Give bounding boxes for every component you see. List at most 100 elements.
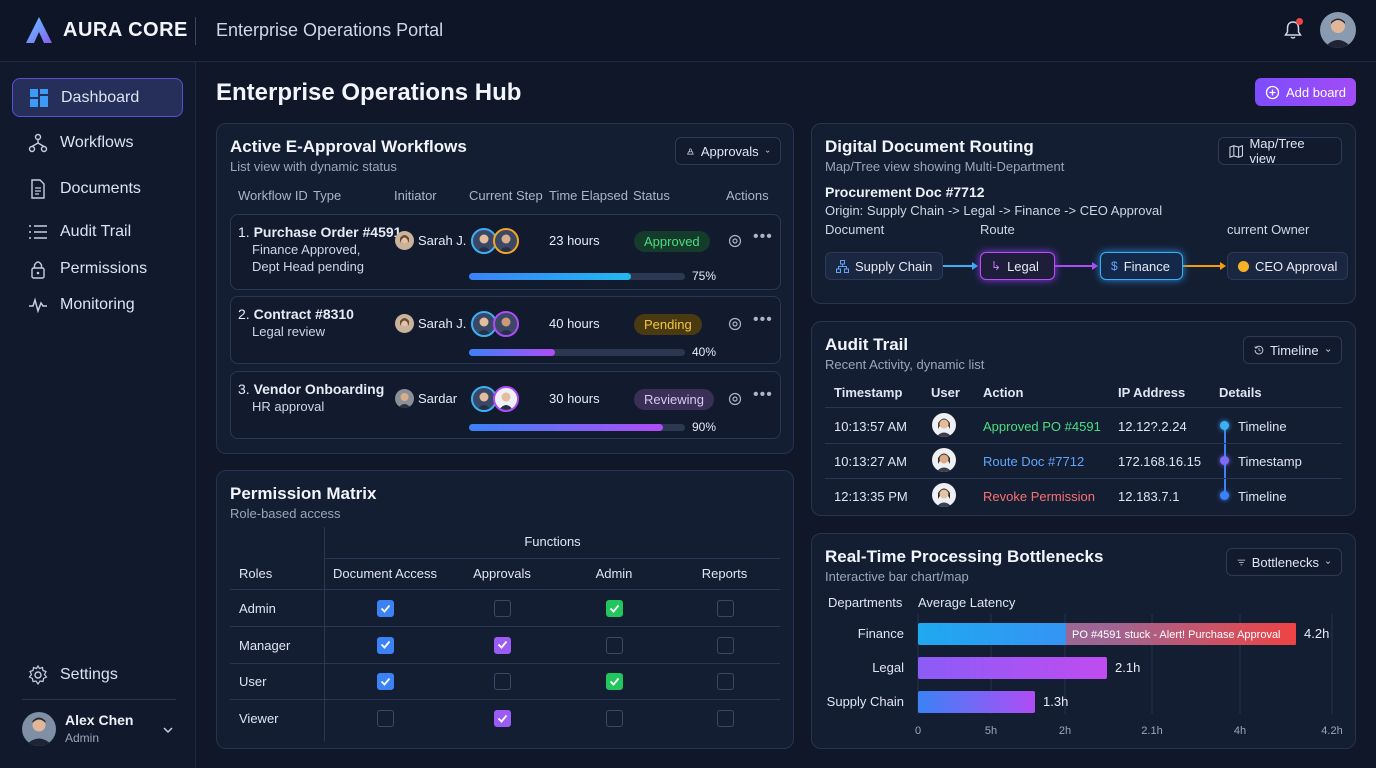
- workflows-card: Active E-Approval Workflows List view wi…: [216, 123, 794, 454]
- x-tick-label: 2.1h: [1141, 725, 1162, 737]
- permission-row: User: [217, 663, 795, 701]
- route-node-ceo-approval[interactable]: CEO Approval: [1227, 252, 1349, 280]
- chevron-down-icon: [765, 149, 770, 153]
- permission-checkbox[interactable]: [606, 600, 623, 617]
- permission-checkbox[interactable]: [494, 673, 511, 691]
- timeline-view-button[interactable]: Timeline: [1243, 336, 1342, 364]
- audit-details: Timestamp: [1238, 454, 1302, 469]
- user-avatar[interactable]: [22, 712, 56, 746]
- permission-checkbox[interactable]: [717, 673, 734, 691]
- dollar-icon: $: [1111, 259, 1118, 273]
- card-title: Audit Trail: [825, 335, 909, 354]
- bottleneck-bar-chart[interactable]: 0 5h 2h 2.1h 4h 4.2h Finance 4.2h PO #4591 stuck…: [812, 614, 1357, 744]
- progress-label: 75%: [692, 269, 717, 283]
- gear-icon: [28, 665, 48, 685]
- column-header: Average Latency: [918, 595, 1016, 610]
- value-label: 4.2h: [1304, 626, 1329, 641]
- more-options-icon[interactable]: •••: [753, 386, 773, 403]
- settings-action-icon[interactable]: [728, 317, 742, 331]
- audit-row[interactable]: 12:13:35 PM Revoke Permission 12.183.7.1 Ti…: [812, 478, 1357, 513]
- function-header: Reports: [701, 566, 748, 581]
- notification-bell-icon[interactable]: [1282, 18, 1304, 41]
- permission-row: Admin: [217, 590, 795, 627]
- permission-checkbox[interactable]: [717, 710, 734, 728]
- add-board-button[interactable]: Add board: [1255, 78, 1356, 106]
- more-options-icon[interactable]: •••: [753, 228, 773, 245]
- workflow-desc: Finance Approved,: [252, 242, 361, 257]
- initiator-avatar: [395, 314, 414, 333]
- sidebar-item-label: Monitoring: [60, 296, 135, 313]
- permission-checkbox[interactable]: [606, 710, 623, 728]
- progress-track: [469, 273, 685, 280]
- x-tick-label: 0: [915, 725, 921, 737]
- permission-checkbox[interactable]: [494, 710, 511, 728]
- sidebar-item-documents[interactable]: Documents: [12, 170, 183, 208]
- audit-row[interactable]: 10:13:57 AM Approved PO #4591 12.12?.2.24 T…: [812, 408, 1357, 444]
- column-header: User: [931, 385, 960, 400]
- permission-checkbox[interactable]: [494, 600, 511, 617]
- document-icon: [31, 179, 45, 199]
- function-header: Approvals: [473, 566, 531, 581]
- map-tree-view-button[interactable]: Map/Tree view: [1218, 136, 1342, 166]
- route-node-finance[interactable]: $ Finance: [1100, 252, 1183, 280]
- permission-checkbox[interactable]: [377, 636, 394, 654]
- sidebar-item-monitoring[interactable]: Monitoring: [12, 286, 183, 324]
- sidebar-item-workflows[interactable]: Workflows: [12, 124, 183, 162]
- workflow-row[interactable]: 2. Contract #8310 Legal review Sarah J. …: [230, 296, 781, 364]
- sidebar-item-dashboard[interactable]: Dashboard: [12, 78, 183, 117]
- bar-supply-chain[interactable]: [918, 691, 1035, 713]
- progress-track: [469, 349, 685, 356]
- audit-user-avatar: [932, 483, 956, 507]
- permission-row: Manager: [217, 627, 795, 664]
- approver-avatar: [493, 311, 519, 337]
- sidebar-item-audit-trail[interactable]: Audit Trail: [12, 213, 183, 251]
- more-options-icon[interactable]: •••: [753, 311, 773, 328]
- permission-checkbox[interactable]: [717, 636, 734, 654]
- node-label: Finance: [1123, 258, 1170, 274]
- permission-checkbox[interactable]: [606, 673, 623, 691]
- audit-timestamp: 10:13:57 AM: [834, 419, 907, 434]
- permission-checkbox[interactable]: [377, 710, 394, 728]
- sidebar-item-settings[interactable]: Settings: [12, 656, 183, 694]
- workflow-desc: HR approval: [252, 399, 325, 414]
- card-subtitle: List view with dynamic status: [230, 159, 397, 174]
- timeline-dot: [1220, 456, 1229, 465]
- bottlenecks-view-button[interactable]: Bottlenecks: [1226, 548, 1342, 576]
- permission-checkbox[interactable]: [494, 636, 511, 654]
- bar-legal[interactable]: [918, 657, 1107, 679]
- approval-hand-icon: [687, 147, 694, 155]
- workflow-row[interactable]: 1. Purchase Order #4591 Finance Approved…: [230, 214, 781, 290]
- progress-track: [469, 424, 685, 431]
- audit-action: Revoke Permission: [983, 489, 1095, 504]
- workflow-row[interactable]: 3. Vendor Onboarding HR approval Sardar …: [230, 371, 781, 439]
- column-label: Document: [825, 222, 885, 237]
- route-node-legal[interactable]: ↳ Legal: [980, 252, 1055, 280]
- chevron-down-icon[interactable]: [162, 724, 174, 736]
- route-node-supply-chain[interactable]: Supply Chain: [825, 252, 944, 280]
- user-avatar[interactable]: [1320, 12, 1356, 48]
- divider: [230, 699, 780, 701]
- row-number: 2.: [238, 306, 250, 322]
- category-label: Supply Chain: [827, 694, 904, 709]
- permission-checkbox[interactable]: [717, 600, 734, 617]
- timeline-dot: [1220, 491, 1229, 500]
- sidebar-item-label: Settings: [60, 666, 118, 683]
- approvals-filter-button[interactable]: Approvals: [675, 137, 781, 165]
- settings-action-icon[interactable]: [728, 392, 742, 406]
- permission-checkbox[interactable]: [606, 636, 623, 654]
- audit-row[interactable]: 10:13:27 AM Route Doc #7712 172.168.16.15 T…: [812, 443, 1357, 479]
- role-label: Manager: [239, 637, 291, 653]
- permission-checkbox[interactable]: [377, 600, 394, 617]
- value-label: 1.3h: [1043, 694, 1068, 709]
- settings-action-icon[interactable]: [728, 234, 742, 248]
- bottlenecks-card: Real-Time Processing Bottlenecks Interac…: [811, 533, 1356, 749]
- filter-label: Approvals: [700, 143, 759, 159]
- workflow-name: Vendor Onboarding: [253, 381, 385, 397]
- sidebar-item-permissions[interactable]: Permissions: [12, 250, 183, 288]
- audit-list-icon: [29, 225, 47, 239]
- time-elapsed: 30 hours: [549, 391, 600, 406]
- history-icon: [1254, 345, 1264, 355]
- card-subtitle: Interactive bar chart/map: [825, 569, 969, 584]
- column-header: Actions: [726, 188, 769, 203]
- permission-checkbox[interactable]: [377, 673, 394, 691]
